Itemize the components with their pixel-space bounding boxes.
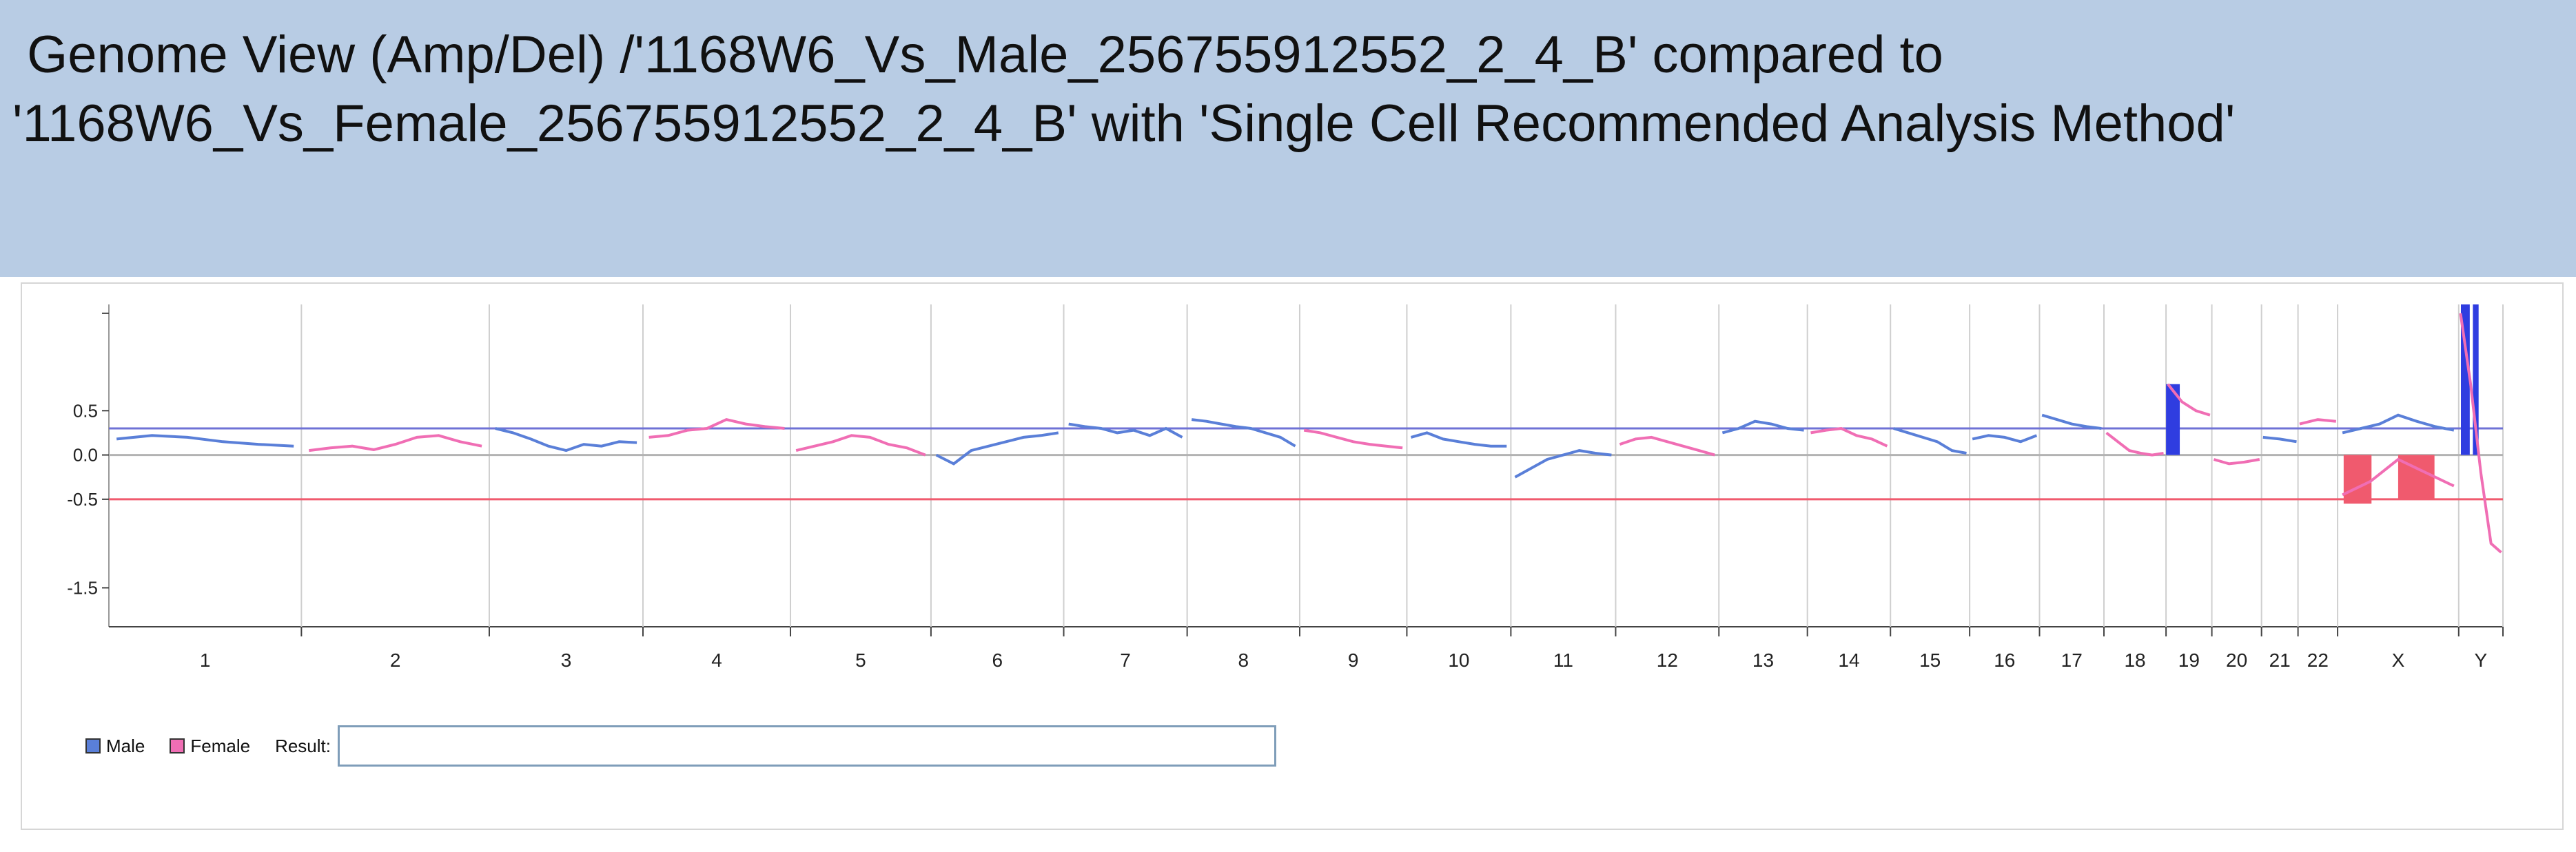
genome-chart[interactable]: 0.50.0-0.5-1.51 2 3 4 5 6 7 8 9 10 11 12 13 14 15 16 17 1… [22,284,2562,829]
x-tick-label-chr-3: 3 [561,650,572,671]
series-female-chr-12 [1619,435,1715,457]
x-tick-label-chr-5: 5 [855,650,866,671]
x-tick-label-chr-20: 20 [2226,650,2247,671]
series-male-chr-15 [1893,427,1967,455]
series-female-chr-5 [795,434,926,457]
x-tick-label-chr-Y: Y [2475,650,2488,671]
series-female-chr-22 [2299,418,2336,426]
series-female-chr-2 [309,434,482,453]
series-female-chr-4 [648,417,785,439]
series-female-chr-X [2342,457,2455,497]
x-tick-label-chr-19: 19 [2178,650,2200,671]
series-male-chr-21 [2262,435,2297,444]
series-male-chr-17 [2041,413,2102,430]
x-tick-label-chr-18: 18 [2124,650,2145,671]
x-tick-label-chr-4: 4 [711,650,722,671]
series-male-chr-11 [1514,449,1612,479]
series-male-chr-16 [1972,434,2038,444]
y-tick-label: 0.5 [73,400,98,421]
series-female-chr-Y [2459,313,2502,554]
x-tick-label-chr-15: 15 [1919,650,1941,671]
legend-label-female: Female [190,735,251,756]
segment-bar-chr-Y [2473,304,2479,455]
y-tick-label: 0.0 [73,445,98,466]
legend-item-female: Female [170,736,250,757]
x-tick-label-chr-14: 14 [1838,650,1859,671]
series-female-chr-19 [2167,383,2211,417]
x-tick-label-chr-12: 12 [1657,650,1678,671]
series-male-chr-3 [495,427,637,453]
x-tick-label-chr-9: 9 [1348,650,1359,671]
result-label: Result: [275,735,331,756]
y-tick-label: -1.5 [67,577,98,598]
x-tick-label-chr-21: 21 [2269,650,2291,671]
title-bar: Genome View (Amp/Del) /'1168W6_Vs_Male_2… [0,0,2576,277]
result-input[interactable] [337,725,1276,767]
series-male-chr-10 [1410,431,1507,448]
series-female-chr-9 [1303,428,1403,450]
segment-bar-chr-X [2343,455,2372,504]
x-tick-label-chr-11: 11 [1553,650,1573,671]
x-tick-label-chr-2: 2 [390,650,401,671]
segment-bar-chr-Y [2461,304,2470,455]
x-tick-label-chr-16: 16 [1994,650,2015,671]
series-female-chr-20 [2213,458,2260,466]
series-male-chr-13 [1721,419,1804,435]
series-male-chr-8 [1191,418,1296,448]
series-male-chr-7 [1068,422,1183,439]
legend-label-male: Male [106,735,145,756]
series-male-chr-1 [116,434,294,448]
series-female-chr-14 [1810,426,1888,448]
x-tick-label-chr-1: 1 [200,650,211,671]
x-tick-label-chr-8: 8 [1238,650,1249,671]
x-tick-label-chr-13: 13 [1752,650,1774,671]
y-tick-label: -0.5 [67,489,98,510]
segment-bar-chr-19 [2166,384,2180,455]
series-female-chr-18 [2105,431,2164,457]
legend-swatch-female [170,738,185,754]
page-title: Genome View (Amp/Del) /'1168W6_Vs_Male_2… [12,25,2236,153]
x-tick-label-chr-17: 17 [2061,650,2083,671]
legend-swatch-male [85,738,101,754]
legend: Male Female Result: [85,725,1276,767]
x-tick-label-chr-6: 6 [992,650,1003,671]
x-tick-label-chr-7: 7 [1120,650,1131,671]
x-tick-label-chr-22: 22 [2307,650,2329,671]
series-male-chr-6 [935,431,1059,466]
legend-item-male: Male [85,736,145,757]
x-tick-label-chr-10: 10 [1448,650,1469,671]
x-tick-label-chr-X: X [2392,650,2405,671]
series-male-chr-X [2342,413,2455,435]
